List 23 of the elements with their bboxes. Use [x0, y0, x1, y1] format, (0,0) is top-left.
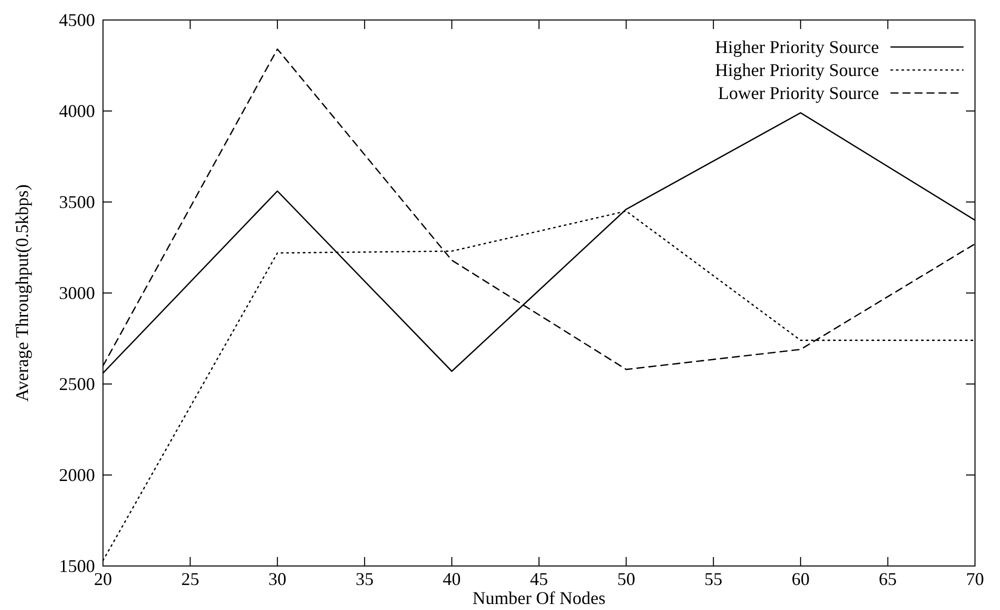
x-tick-label: 55: [704, 568, 722, 589]
legend-label: Lower Priority Source: [718, 83, 880, 103]
x-axis-title: Number Of Nodes: [472, 588, 606, 608]
legend-label: Higher Priority Source: [715, 60, 880, 80]
y-tick-label: 2500: [59, 374, 95, 394]
y-tick-label: 1500: [59, 556, 95, 576]
x-tick-label: 45: [530, 568, 548, 589]
y-axis-title: Average Throughput(0.5kbps): [12, 184, 32, 402]
legend-label: Higher Priority Source: [715, 37, 880, 57]
y-tick-label: 4000: [59, 100, 95, 121]
x-tick-label: 35: [356, 568, 374, 589]
x-tick-label: 50: [617, 568, 636, 589]
x-tick-label: 65: [878, 568, 897, 589]
y-tick-label: 4500: [59, 10, 95, 30]
x-tick-label: 70: [966, 568, 984, 589]
y-tick-label: 3000: [59, 282, 95, 303]
x-tick-label: 40: [442, 568, 461, 589]
y-tick-label: 2000: [59, 464, 95, 485]
x-tick-label: 25: [181, 568, 200, 589]
y-tick-label: 3500: [59, 192, 95, 212]
x-tick-label: 20: [94, 568, 112, 589]
x-tick-label: 30: [268, 568, 286, 589]
x-tick-label: 60: [792, 568, 810, 589]
